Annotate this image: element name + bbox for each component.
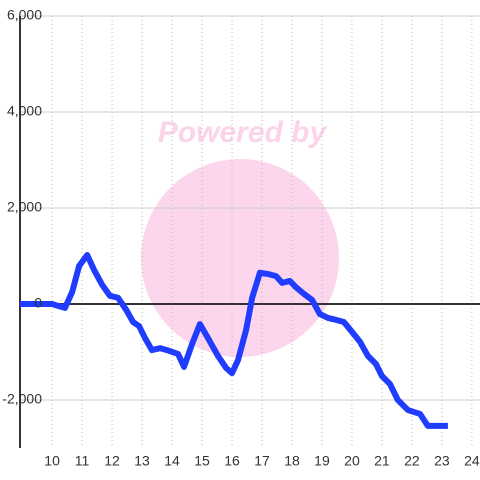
x-tick-label: 11 xyxy=(75,453,90,469)
x-tick-label: 12 xyxy=(104,453,120,469)
x-tick-label: 17 xyxy=(254,453,270,469)
y-tick-label: -2,000 xyxy=(2,391,42,407)
y-tick-label: 6,000 xyxy=(7,7,42,23)
x-tick-label: 16 xyxy=(224,453,240,469)
watermark-circle xyxy=(141,159,339,357)
x-tick-label: 14 xyxy=(164,453,180,469)
x-tick-label: 10 xyxy=(44,453,60,469)
x-tick-label: 24 xyxy=(464,453,480,469)
x-tick-label: 19 xyxy=(314,453,330,469)
x-tick-label: 22 xyxy=(404,453,420,469)
x-tick-label: 21 xyxy=(374,453,390,469)
x-tick-label: 18 xyxy=(284,453,300,469)
x-tick-label: 20 xyxy=(344,453,360,469)
y-tick-label: 4,000 xyxy=(7,103,42,119)
x-tick-label: 15 xyxy=(194,453,210,469)
x-tick-label: 23 xyxy=(434,453,450,469)
y-tick-label: 0 xyxy=(34,295,42,311)
watermark: Powered by xyxy=(158,116,328,149)
x-tick-label: 13 xyxy=(134,453,150,469)
y-tick-label: 2,000 xyxy=(7,199,42,215)
data-line xyxy=(20,252,448,429)
